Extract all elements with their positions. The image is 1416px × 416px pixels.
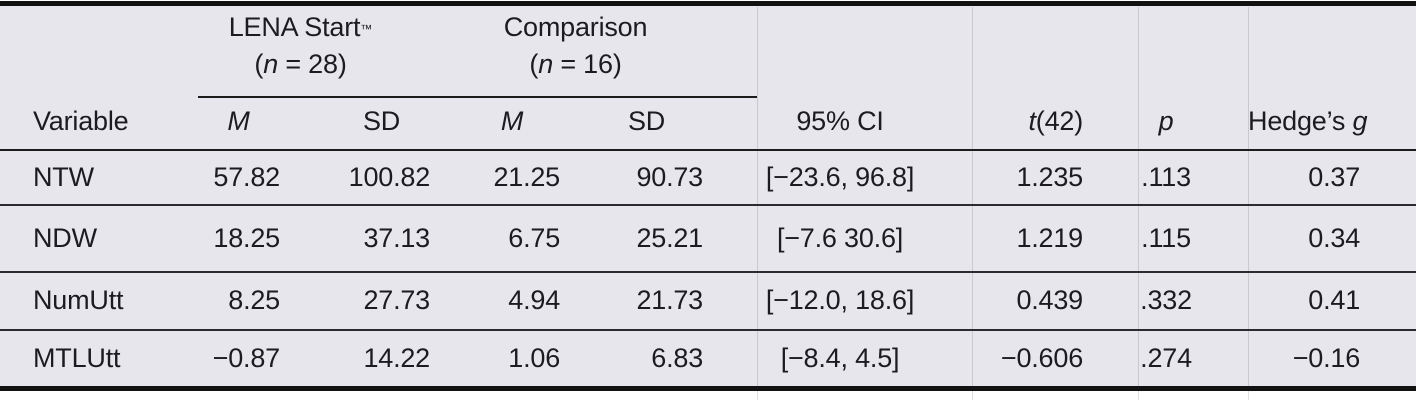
group-header-rule [198, 96, 757, 98]
group-label-comparison: Comparison (n = 16) [503, 11, 648, 79]
m-comparison-cell: 6.75 [508, 222, 561, 253]
variable-cell: NDW [33, 222, 97, 253]
g-cell: −0.16 [1292, 342, 1361, 373]
g-cell: 0.41 [1308, 285, 1361, 315]
sd-lena-cell: 14.22 [363, 342, 431, 373]
column-header-ci: 95% CI [757, 93, 973, 151]
sd-comparison-cell: 90.73 [636, 161, 704, 192]
p-cell: .115 [1141, 222, 1191, 253]
table-row-ndw: NDW 18.25 37.13 6.75 25.21 [−7.6 30.6] 1… [0, 204, 1416, 272]
column-header-variable: Variable [0, 93, 197, 151]
column-header-sd-comparison: SD [590, 93, 758, 151]
column-seam [1248, 7, 1249, 400]
column-header-m-comparison: M [464, 93, 591, 151]
t-cell: 1.235 [1016, 161, 1084, 192]
trademark-symbol: ™ [360, 21, 373, 36]
sd-lena-cell: 37.13 [363, 222, 431, 253]
sd-lena-cell: 27.73 [363, 285, 431, 315]
p-cell: .332 [1140, 285, 1192, 315]
column-seam [757, 7, 758, 400]
group-header-lena: LENA Start™ (n = 28) [197, 4, 464, 94]
m-comparison-cell: 4.94 [508, 285, 561, 315]
g-cell: 0.37 [1308, 161, 1361, 192]
sd-comparison-cell: 6.83 [651, 342, 704, 373]
g-cell: 0.34 [1308, 222, 1361, 253]
column-header-p: p [1138, 93, 1249, 151]
variable-cell: NTW [33, 161, 94, 192]
group-header-comparison: Comparison (n = 16) [464, 4, 757, 94]
ci-cell: [−7.6 30.6] [776, 222, 904, 253]
m-lena-cell: 18.25 [213, 222, 280, 253]
m-lena-cell: −0.87 [212, 342, 281, 373]
group-label-lena: LENA Start™ (n = 28) [228, 11, 373, 79]
p-cell: .113 [1141, 161, 1191, 192]
group-header-row: LENA Start™ (n = 28) Comparison (n = 16) [0, 4, 1416, 94]
sd-comparison-cell: 25.21 [636, 222, 704, 253]
t-cell: 0.439 [1016, 285, 1084, 315]
m-comparison-cell: 1.06 [508, 342, 561, 373]
column-header-row: Variable M SD M SD 95% CI t(42) p Hedge’… [0, 93, 1416, 151]
variable-cell: MTLUtt [33, 342, 121, 373]
stats-table: LENA Start™ (n = 28) Comparison (n = 16)… [0, 1, 1416, 391]
group-header-empty [757, 4, 1416, 94]
sd-comparison-cell: 21.73 [636, 285, 704, 315]
stats-table-figure: LENA Start™ (n = 28) Comparison (n = 16)… [0, 1, 1416, 400]
column-header-sd-lena: SD [333, 93, 465, 151]
table-row-ntw: NTW 57.82 100.82 21.25 90.73 [−23.6, 96.… [0, 150, 1416, 205]
t-cell: 1.219 [1016, 222, 1084, 253]
ci-cell: [−23.6, 96.8] [765, 161, 915, 192]
column-header-m-lena: M [197, 93, 333, 151]
sd-lena-cell: 100.82 [348, 161, 431, 192]
column-seam [972, 7, 973, 400]
ci-cell: [−8.4, 4.5] [780, 342, 900, 373]
m-lena-cell: 57.82 [213, 161, 280, 192]
m-comparison-cell: 21.25 [493, 161, 561, 192]
column-header-hedges-g: Hedge’s g [1248, 93, 1416, 151]
variable-cell: NumUtt [33, 285, 124, 315]
p-cell: .274 [1140, 342, 1192, 373]
table-row-mtlutt: MTLUtt −0.87 14.22 1.06 6.83 [−8.4, 4.5]… [0, 329, 1416, 389]
ci-cell: [−12.0, 18.6] [765, 285, 915, 315]
t-cell: −0.606 [1000, 342, 1084, 373]
column-seam [1138, 7, 1139, 400]
m-lena-cell: 8.25 [228, 285, 280, 315]
table-row-numutt: NumUtt 8.25 27.73 4.94 21.73 [−12.0, 18.… [0, 271, 1416, 330]
column-header-t: t(42) [972, 93, 1139, 151]
